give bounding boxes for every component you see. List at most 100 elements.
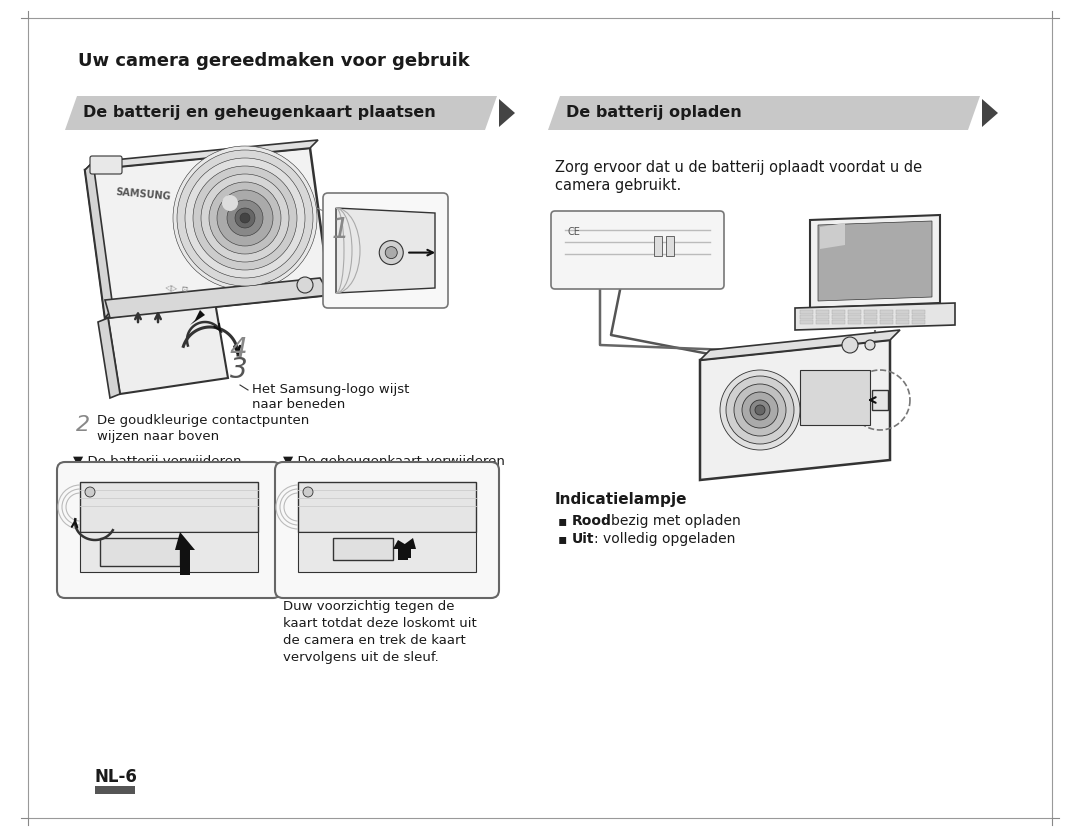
Text: ▪: ▪ (558, 514, 567, 528)
Text: Het Samsung-logo wijst: Het Samsung-logo wijst (252, 383, 409, 396)
Circle shape (742, 392, 778, 428)
Bar (912, 315, 924, 319)
Polygon shape (700, 330, 900, 360)
Text: kaart totdat deze loskomt uit: kaart totdat deze loskomt uit (283, 617, 476, 630)
Bar (896, 320, 909, 324)
Polygon shape (85, 162, 113, 318)
Polygon shape (336, 208, 435, 293)
Text: Rood: Rood (572, 514, 612, 528)
Text: Uw camera gereedmaken voor gebruik: Uw camera gereedmaken voor gebruik (78, 52, 470, 70)
Polygon shape (810, 215, 940, 308)
Bar (800, 315, 813, 319)
Bar (912, 310, 924, 314)
Bar (80, 532, 258, 572)
Text: Uit: Uit (572, 532, 594, 546)
Bar (832, 310, 845, 314)
Text: ◁▷  ⊡: ◁▷ ⊡ (165, 283, 189, 294)
Text: vervolgens uit de sleuf.: vervolgens uit de sleuf. (283, 651, 438, 664)
Circle shape (185, 158, 305, 278)
Circle shape (177, 150, 313, 286)
Polygon shape (98, 318, 120, 398)
FancyBboxPatch shape (551, 211, 724, 289)
Text: wijzen naar boven: wijzen naar boven (97, 430, 219, 443)
Circle shape (379, 240, 403, 265)
Polygon shape (700, 340, 890, 480)
Bar (298, 482, 476, 532)
Bar (800, 370, 870, 425)
Bar (864, 315, 877, 319)
FancyBboxPatch shape (323, 193, 448, 308)
Bar (848, 310, 861, 314)
Bar (864, 320, 877, 324)
Polygon shape (85, 148, 330, 318)
Circle shape (85, 487, 95, 497)
Bar (298, 532, 476, 572)
Polygon shape (175, 532, 195, 575)
Text: NL-6: NL-6 (95, 768, 138, 786)
Polygon shape (499, 99, 515, 127)
Text: Indicatielampje: Indicatielampje (555, 492, 688, 507)
Circle shape (303, 487, 313, 497)
Bar (880, 320, 893, 324)
Bar (816, 310, 829, 314)
Polygon shape (393, 540, 413, 560)
Bar (666, 236, 674, 256)
FancyBboxPatch shape (275, 462, 499, 598)
Text: Duw voorzichtig tegen de: Duw voorzichtig tegen de (283, 600, 455, 613)
Circle shape (222, 195, 238, 211)
Polygon shape (872, 390, 888, 410)
Text: de camera en trek de kaart: de camera en trek de kaart (283, 634, 465, 647)
Bar (100, 538, 180, 566)
Bar (800, 320, 813, 324)
Bar (864, 310, 877, 314)
Polygon shape (820, 223, 845, 249)
Circle shape (173, 146, 318, 290)
Text: De batterij en geheugenkaart plaatsen: De batterij en geheugenkaart plaatsen (83, 105, 435, 120)
Bar (896, 310, 909, 314)
Circle shape (386, 246, 397, 259)
Text: CE: CE (567, 227, 580, 237)
Circle shape (750, 400, 770, 420)
FancyBboxPatch shape (57, 462, 281, 598)
Polygon shape (548, 96, 980, 130)
Bar (816, 320, 829, 324)
Text: 4: 4 (230, 336, 247, 364)
Circle shape (842, 337, 858, 353)
Bar (880, 315, 893, 319)
Bar (333, 538, 393, 560)
Polygon shape (982, 99, 998, 127)
Polygon shape (795, 303, 955, 330)
Bar (832, 315, 845, 319)
Text: 2: 2 (76, 415, 90, 435)
Bar (848, 315, 861, 319)
Circle shape (297, 277, 313, 293)
Circle shape (235, 208, 255, 228)
Text: ▼ De geheugenkaart verwijderen: ▼ De geheugenkaart verwijderen (283, 455, 504, 468)
Circle shape (217, 190, 273, 246)
Text: ▪: ▪ (558, 532, 567, 546)
Circle shape (865, 340, 875, 350)
Circle shape (720, 370, 800, 450)
Text: ▼ De batterij verwijderen: ▼ De batterij verwijderen (73, 455, 242, 468)
Text: SAMSUNG: SAMSUNG (114, 187, 171, 202)
Bar (880, 310, 893, 314)
Text: : bezig met opladen: : bezig met opladen (602, 514, 741, 528)
Bar (654, 236, 662, 256)
Bar (896, 315, 909, 319)
Text: camera gebruikt.: camera gebruikt. (555, 178, 681, 193)
Circle shape (734, 384, 786, 436)
Polygon shape (818, 221, 932, 301)
Bar (832, 320, 845, 324)
Bar (95, 786, 135, 794)
Text: 3: 3 (230, 356, 247, 384)
Bar (848, 320, 861, 324)
Polygon shape (65, 96, 497, 130)
Text: Zorg ervoor dat u de batterij oplaadt voordat u de: Zorg ervoor dat u de batterij oplaadt vo… (555, 160, 922, 175)
Polygon shape (190, 310, 205, 325)
Polygon shape (85, 140, 318, 170)
Text: De goudkleurige contactpunten: De goudkleurige contactpunten (97, 414, 309, 427)
Polygon shape (108, 302, 228, 394)
Circle shape (726, 376, 794, 444)
Bar (912, 320, 924, 324)
Circle shape (755, 405, 765, 415)
